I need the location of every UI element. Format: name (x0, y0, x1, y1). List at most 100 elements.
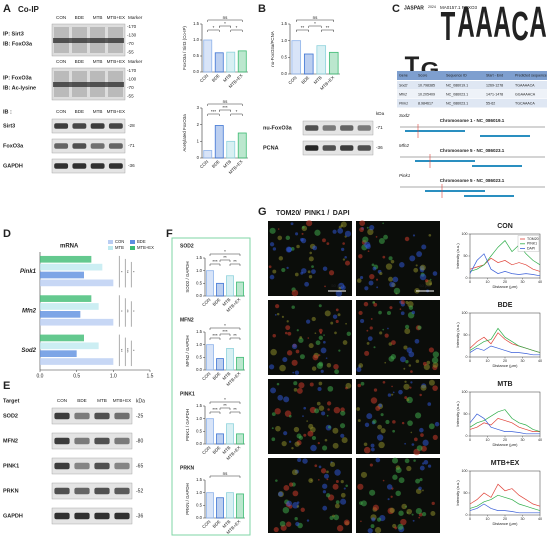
significance-label: ** (326, 25, 330, 30)
micrograph-spot (320, 369, 324, 373)
y-tick-label: 100 (462, 469, 468, 473)
micrograph-spot (317, 441, 320, 445)
micrograph-spot (326, 478, 329, 481)
micrograph-spot (272, 269, 277, 274)
significance-bracket (207, 29, 220, 32)
significance-bracket (229, 263, 241, 266)
micrograph-spot (398, 477, 405, 484)
x-tick-label: 20 (503, 517, 507, 521)
micrograph-spot (330, 461, 336, 467)
x-tick-label: CON (201, 519, 211, 529)
micrograph-spot (293, 381, 298, 386)
bar (40, 358, 114, 365)
y-axis-label: SOD2 / GAPDH (185, 261, 190, 292)
micrograph-spot (432, 385, 438, 391)
bar (226, 348, 234, 371)
x-tick-label: BDE (211, 73, 221, 83)
micrograph (268, 379, 352, 454)
micrograph-spot (356, 407, 361, 411)
legend-label: CON (115, 239, 124, 244)
kda-label: -52 (136, 488, 143, 494)
y-tick-label: 0.0 (281, 71, 287, 76)
micrograph-spot (340, 480, 344, 484)
y-tick-label: 1 (197, 138, 200, 143)
y-axis-label: FoxO3a / Sirt3 (Co-IP) (182, 26, 187, 70)
bar (206, 270, 214, 297)
table-cell: 55-62 (486, 101, 495, 105)
micrograph-spot (395, 467, 402, 474)
x-tick-label: 30 (521, 359, 525, 363)
y-tick-label: 1.0 (196, 268, 202, 273)
lane-label: MTB (93, 15, 103, 20)
x-tick-label: 0.0 (37, 373, 44, 379)
legend-swatch (130, 240, 135, 244)
micrograph-spot (357, 419, 361, 423)
x-tick-label: CON (201, 445, 211, 455)
coip-title: Co-IP (18, 5, 40, 14)
micrograph-spot (316, 401, 321, 406)
micrograph-spot (411, 513, 414, 516)
lane-label: CON (56, 109, 66, 114)
y-tick-label: 1.5 (196, 329, 202, 334)
lane-label: MTB (97, 398, 107, 403)
x-tick-label: 20 (503, 359, 507, 363)
significance-label: *** (222, 329, 228, 334)
bar (237, 50, 247, 73)
micrograph-spot (295, 349, 300, 354)
micrograph-spot (384, 361, 387, 364)
micrograph-spot (296, 244, 300, 249)
micrograph-spot (329, 515, 334, 520)
micrograph-spot (432, 351, 439, 358)
micrograph-spot (328, 425, 331, 429)
table-cell: Pink1 (399, 101, 408, 105)
micrograph-spot (431, 357, 439, 364)
micrograph-spot (389, 281, 395, 288)
ib-label: IB: Ac-lysine (3, 85, 36, 91)
lane-label: CON (56, 15, 66, 20)
x-tick-label: CON (201, 371, 211, 381)
blot-row-label: nu-FoxO3a (263, 125, 293, 131)
e-blot-band (94, 512, 110, 520)
table-cell: 8.984617 (418, 101, 433, 105)
x-tick-label: 30 (521, 280, 525, 284)
kda-header: kDa (376, 111, 385, 116)
micrograph-spot (371, 263, 375, 267)
jaspar-version: 2024 (428, 5, 436, 9)
significance-bracket (296, 29, 309, 32)
micrograph-spot (375, 457, 381, 463)
micrograph-spot (285, 521, 292, 527)
micrograph-spot (269, 274, 275, 280)
micrograph-spot (389, 507, 395, 514)
significance-label: ** (301, 25, 305, 30)
panel-label: C (392, 3, 400, 15)
micrograph-spot (400, 518, 407, 526)
marker-label: -170 (127, 68, 137, 73)
significance-bracket (219, 407, 231, 410)
micrograph-spot (299, 354, 305, 360)
micrograph-spot (318, 335, 323, 340)
legend-label: PINK1 (527, 242, 537, 246)
logo-letter: A (493, 0, 510, 46)
legend-label: BDE (137, 239, 146, 244)
micrograph-spot (340, 224, 343, 227)
micrograph-spot (403, 367, 406, 370)
micrograph-spot (273, 526, 279, 533)
a-blot-band (54, 123, 69, 129)
micrograph-spot (307, 430, 314, 437)
logo-letter: A (475, 0, 492, 46)
e-blot-band (54, 412, 70, 420)
blot-row-label: GAPDH (3, 513, 23, 519)
micrograph-spot (316, 362, 323, 369)
x-tick-label: 0 (469, 359, 471, 363)
micrograph-spot (277, 228, 280, 230)
bar (237, 132, 247, 159)
micrograph-spot (360, 471, 368, 478)
micrograph-spot (269, 227, 276, 234)
track-gene: Pink1 (399, 173, 411, 178)
x-tick-label: MTB (222, 159, 232, 169)
table-cell: GGAAAACA (515, 92, 536, 96)
x-axis-label: Distance (μm) (493, 363, 519, 368)
micrograph-spot (415, 264, 418, 267)
micrograph-spot (283, 484, 290, 491)
